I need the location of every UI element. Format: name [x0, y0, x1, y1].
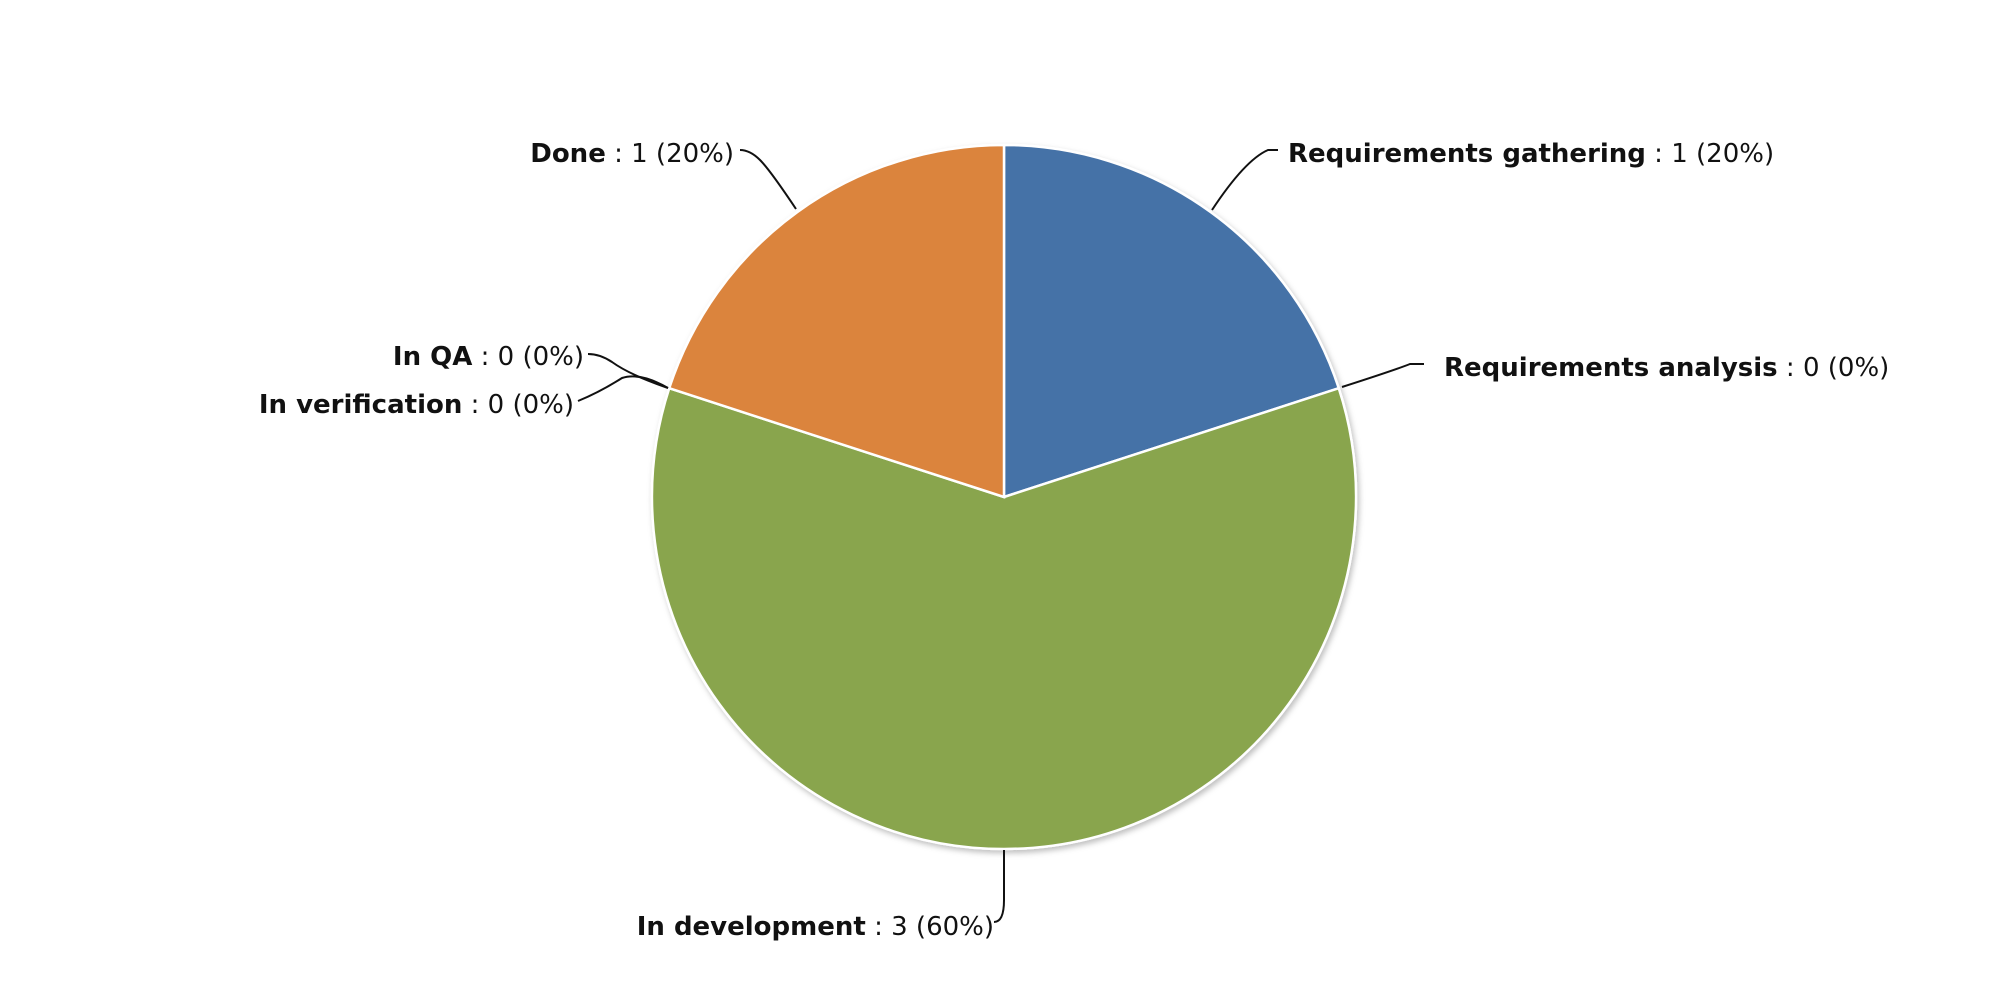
slice-label-requirements-gathering: Requirements gathering : 1 (20%): [1288, 139, 1774, 169]
leader-line-requirements-analysis: [1342, 364, 1424, 387]
slice-label-in-development: In development : 3 (60%): [637, 912, 994, 942]
slice-label-value: : 1 (20%): [606, 139, 734, 169]
slice-label-done: Done : 1 (20%): [530, 139, 734, 169]
leader-line-done: [740, 150, 796, 209]
leader-line-requirements-gathering: [1212, 150, 1278, 210]
slice-label-value: : 0 (0%): [462, 390, 574, 420]
slice-label-value: : 0 (0%): [472, 342, 584, 372]
slice-label-in-verification: In verification : 0 (0%): [259, 390, 574, 420]
slice-label-value: : 0 (0%): [1778, 353, 1890, 383]
slice-label-requirements-analysis: Requirements analysis : 0 (0%): [1444, 353, 1889, 383]
slice-label-name: Requirements gathering: [1288, 139, 1646, 169]
slice-label-name: In QA: [393, 342, 472, 372]
slice-label-value: : 3 (60%): [866, 912, 994, 942]
slice-label-name: In development: [637, 912, 866, 942]
slice-label-in-qa: In QA : 0 (0%): [393, 342, 584, 372]
leader-line-in-verification: [578, 376, 668, 401]
slice-label-value: : 1 (20%): [1646, 139, 1774, 169]
pie-slices: [652, 145, 1356, 849]
slice-label-name: Requirements analysis: [1444, 353, 1778, 383]
slice-label-name: In verification: [259, 390, 463, 420]
leader-line-in-qa: [588, 354, 668, 388]
leader-line-in-development: [994, 850, 1004, 922]
slice-label-name: Done: [530, 139, 606, 169]
